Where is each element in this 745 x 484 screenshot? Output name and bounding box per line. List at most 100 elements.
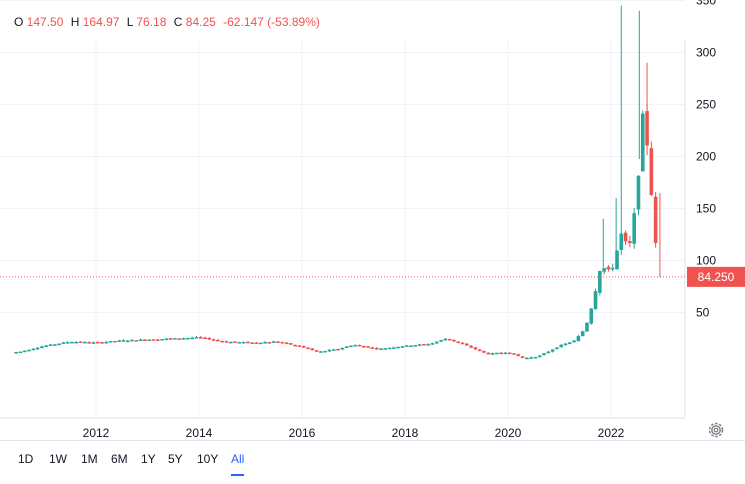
candle-body — [413, 345, 418, 347]
candle-body — [593, 291, 598, 310]
candle-body — [156, 339, 160, 342]
candle-body — [207, 337, 212, 340]
candle-body — [499, 352, 503, 355]
candle-body — [233, 341, 237, 343]
candle-body — [160, 339, 164, 341]
candle-body — [336, 348, 340, 351]
last-price-badge — [687, 266, 745, 287]
range-button[interactable]: 6M — [111, 452, 128, 466]
candle-body — [87, 342, 91, 344]
candle-body — [585, 322, 589, 332]
high-label: H — [70, 15, 80, 29]
candle-body — [138, 339, 143, 341]
y-tick-label: 200 — [696, 150, 716, 164]
candle-body — [237, 342, 242, 344]
candle-body — [306, 347, 310, 349]
range-button[interactable]: 5Y — [168, 452, 183, 466]
candle-body — [392, 347, 396, 349]
candle-body — [525, 357, 529, 360]
range-button[interactable]: 10Y — [197, 452, 219, 466]
candle-body — [194, 337, 199, 339]
candle-body — [228, 341, 233, 344]
candle-body — [602, 268, 606, 272]
candle-body — [14, 351, 18, 354]
candle-body — [434, 341, 439, 344]
candle-body — [653, 196, 658, 243]
candle-body — [323, 350, 327, 353]
candle-body — [246, 341, 250, 344]
candle-body — [430, 343, 435, 345]
candle-body — [422, 344, 426, 346]
candle-body — [177, 338, 182, 340]
candle-body — [452, 339, 456, 342]
y-tick-label: 350 — [696, 0, 716, 8]
y-tick-label: 300 — [696, 46, 716, 60]
candle-body — [507, 352, 512, 355]
range-button[interactable]: 1M — [81, 452, 98, 466]
candle-body — [520, 356, 525, 358]
candle-body — [555, 347, 559, 350]
gear-icon[interactable] — [707, 421, 725, 439]
candle-body — [314, 350, 319, 352]
candle-body — [254, 342, 259, 345]
candle-body — [173, 338, 177, 340]
candle-body — [495, 352, 499, 355]
price-chart[interactable]: 84.250 50 100 150 200 250 300 350 2012 2014 2016 20… — [0, 0, 745, 440]
candle-body — [48, 344, 53, 346]
candle-body — [301, 346, 306, 348]
candle-body — [447, 338, 452, 341]
price-chart-svg[interactable]: 84.250 50 100 150 200 250 300 350 2012 2014 2016 20… — [0, 0, 745, 440]
candle-body — [404, 345, 409, 347]
candle-body — [610, 267, 615, 270]
candle-body — [559, 344, 564, 348]
candle-body — [486, 352, 491, 355]
candle-body — [18, 351, 23, 354]
candle-body — [546, 351, 551, 354]
candle-body — [640, 113, 645, 172]
candle-body — [628, 240, 632, 244]
range-button[interactable]: 1Y — [141, 452, 156, 466]
range-button[interactable]: 1D — [18, 452, 34, 466]
candle-body — [53, 344, 57, 346]
candle-body — [220, 340, 224, 343]
candle-body — [78, 341, 83, 344]
candle-body — [533, 357, 538, 359]
candle-body — [374, 347, 379, 350]
candle-body — [396, 346, 400, 349]
candle-body — [31, 348, 36, 351]
candle-body — [250, 342, 255, 344]
candle-body — [186, 337, 190, 340]
candle-body — [121, 340, 126, 342]
candle-body — [40, 346, 44, 349]
candle-body — [568, 342, 572, 344]
candle-body — [383, 348, 388, 350]
candle-body — [91, 342, 96, 344]
candle-body — [580, 331, 585, 337]
x-tick-label: 2012 — [83, 426, 110, 440]
candle-body — [606, 266, 611, 270]
candle-body — [619, 233, 624, 250]
range-button-all[interactable]: All — [231, 452, 245, 476]
candle-body — [563, 343, 568, 346]
candle-body — [319, 351, 323, 353]
candle-body — [125, 340, 130, 343]
candle-body — [456, 341, 461, 343]
candle-body — [400, 346, 405, 348]
candle-body — [284, 342, 289, 345]
candle-body — [460, 342, 465, 345]
candle-body — [113, 340, 117, 343]
candle-body — [27, 349, 31, 352]
range-button[interactable]: 1W — [49, 452, 67, 466]
candle-body — [550, 349, 555, 352]
candle-body — [297, 345, 302, 347]
candle-body — [349, 345, 353, 348]
candle-body — [280, 341, 285, 344]
open-label: O — [14, 15, 24, 29]
candle-body — [469, 345, 473, 348]
x-tick-label: 2022 — [598, 426, 625, 440]
candle-body — [516, 354, 521, 357]
candle-body — [615, 250, 619, 270]
candle-body — [35, 347, 40, 350]
candle-body — [370, 347, 375, 349]
x-tick-label: 2018 — [392, 426, 419, 440]
